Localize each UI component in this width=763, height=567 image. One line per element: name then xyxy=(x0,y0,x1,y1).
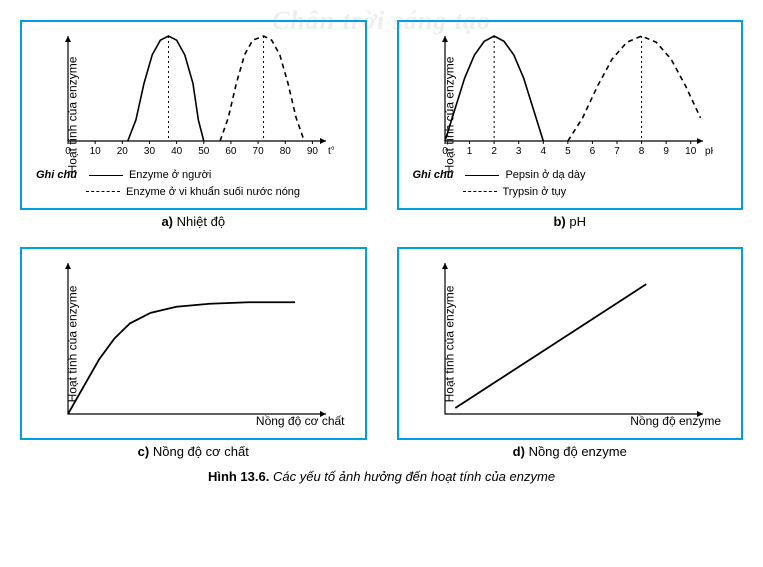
chart-svg xyxy=(36,255,336,430)
figure-label: Hình 13.6. xyxy=(208,469,269,484)
caption-a: a) Nhiệt độ xyxy=(20,214,367,229)
svg-text:20: 20 xyxy=(117,146,129,157)
svg-text:t°: t° xyxy=(328,146,335,157)
panel-b: 012345678910pHHoạt tính của enzymeGhi ch… xyxy=(397,20,744,210)
svg-text:10: 10 xyxy=(685,146,697,157)
y-axis-label: Hoạt tính của enzyme xyxy=(442,57,456,174)
svg-text:70: 70 xyxy=(253,146,265,157)
caption-c-letter: c) xyxy=(138,444,150,459)
svg-text:4: 4 xyxy=(540,146,546,157)
legend-label: Trypsin ở tụy xyxy=(503,184,567,201)
svg-text:9: 9 xyxy=(663,146,669,157)
svg-text:80: 80 xyxy=(280,146,292,157)
svg-text:5: 5 xyxy=(565,146,571,157)
cell-b: 012345678910pHHoạt tính của enzymeGhi ch… xyxy=(397,20,744,229)
caption-b-letter: b) xyxy=(553,214,565,229)
svg-text:10: 10 xyxy=(90,146,102,157)
caption-d-letter: d) xyxy=(513,444,525,459)
caption-a-text: Nhiệt độ xyxy=(177,214,225,229)
legend-item: Trypsin ở tụy xyxy=(413,184,734,201)
legend-swatch xyxy=(86,191,120,192)
svg-text:pH: pH xyxy=(705,146,713,157)
svg-text:50: 50 xyxy=(198,146,210,157)
caption-c-text: Nồng độ cơ chất xyxy=(153,444,249,459)
svg-text:90: 90 xyxy=(307,146,319,157)
svg-text:1: 1 xyxy=(466,146,472,157)
y-axis-label: Hoạt tính của enzyme xyxy=(65,285,79,402)
svg-text:40: 40 xyxy=(171,146,183,157)
chart-grid: 0102030405060708090t°Hoạt tính của enzym… xyxy=(20,20,743,459)
legend-label: Enzyme ở người xyxy=(129,167,211,184)
svg-text:2: 2 xyxy=(491,146,497,157)
chart-svg: 0102030405060708090t° xyxy=(36,28,336,163)
svg-text:60: 60 xyxy=(225,146,237,157)
svg-text:3: 3 xyxy=(515,146,521,157)
x-axis-label: Nồng độ cơ chất xyxy=(256,414,345,428)
caption-c: c) Nồng độ cơ chất xyxy=(20,444,367,459)
legend-item: Ghi chúEnzyme ở người xyxy=(36,167,357,184)
caption-a-letter: a) xyxy=(161,214,173,229)
chart-svg xyxy=(413,255,713,430)
legend-swatch xyxy=(89,175,123,176)
svg-text:8: 8 xyxy=(638,146,644,157)
legend: Ghi chúEnzyme ở ngườiEnzyme ở vi khuẩn s… xyxy=(36,167,357,200)
figure-caption: Hình 13.6. Các yếu tố ảnh hưởng đến hoạt… xyxy=(20,469,743,484)
caption-d-text: Nồng độ enzyme xyxy=(529,444,627,459)
legend-item: Enzyme ở vi khuẩn suối nước nóng xyxy=(36,184,357,201)
x-axis-label: Nồng độ enzyme xyxy=(630,414,721,428)
svg-text:30: 30 xyxy=(144,146,156,157)
figure-title: Các yếu tố ảnh hưởng đến hoạt tính của e… xyxy=(273,469,555,484)
svg-text:7: 7 xyxy=(614,146,620,157)
caption-b: b) pH xyxy=(397,214,744,229)
svg-text:6: 6 xyxy=(589,146,595,157)
chart-svg: 012345678910pH xyxy=(413,28,713,163)
legend-label: Pepsin ở dạ dày xyxy=(505,167,585,184)
legend-swatch xyxy=(465,175,499,176)
y-axis-label: Hoạt tính của enzyme xyxy=(65,57,79,174)
cell-d: Hoạt tính của enzyme Nồng độ enzyme d) Nồ… xyxy=(397,247,744,459)
caption-d: d) Nồng độ enzyme xyxy=(397,444,744,459)
caption-b-text: pH xyxy=(569,214,586,229)
panel-a: 0102030405060708090t°Hoạt tính của enzym… xyxy=(20,20,367,210)
panel-d: Hoạt tính của enzyme Nồng độ enzyme xyxy=(397,247,744,440)
y-axis-label: Hoạt tính của enzyme xyxy=(442,285,456,402)
legend-label: Enzyme ở vi khuẩn suối nước nóng xyxy=(126,184,300,201)
legend: Ghi chúPepsin ở dạ dàyTrypsin ở tụy xyxy=(413,167,734,200)
cell-a: 0102030405060708090t°Hoạt tính của enzym… xyxy=(20,20,367,229)
legend-swatch xyxy=(463,191,497,192)
cell-c: Hoạt tính của enzyme Nồng độ cơ chất c) N… xyxy=(20,247,367,459)
legend-item: Ghi chúPepsin ở dạ dày xyxy=(413,167,734,184)
panel-c: Hoạt tính của enzyme Nồng độ cơ chất xyxy=(20,247,367,440)
